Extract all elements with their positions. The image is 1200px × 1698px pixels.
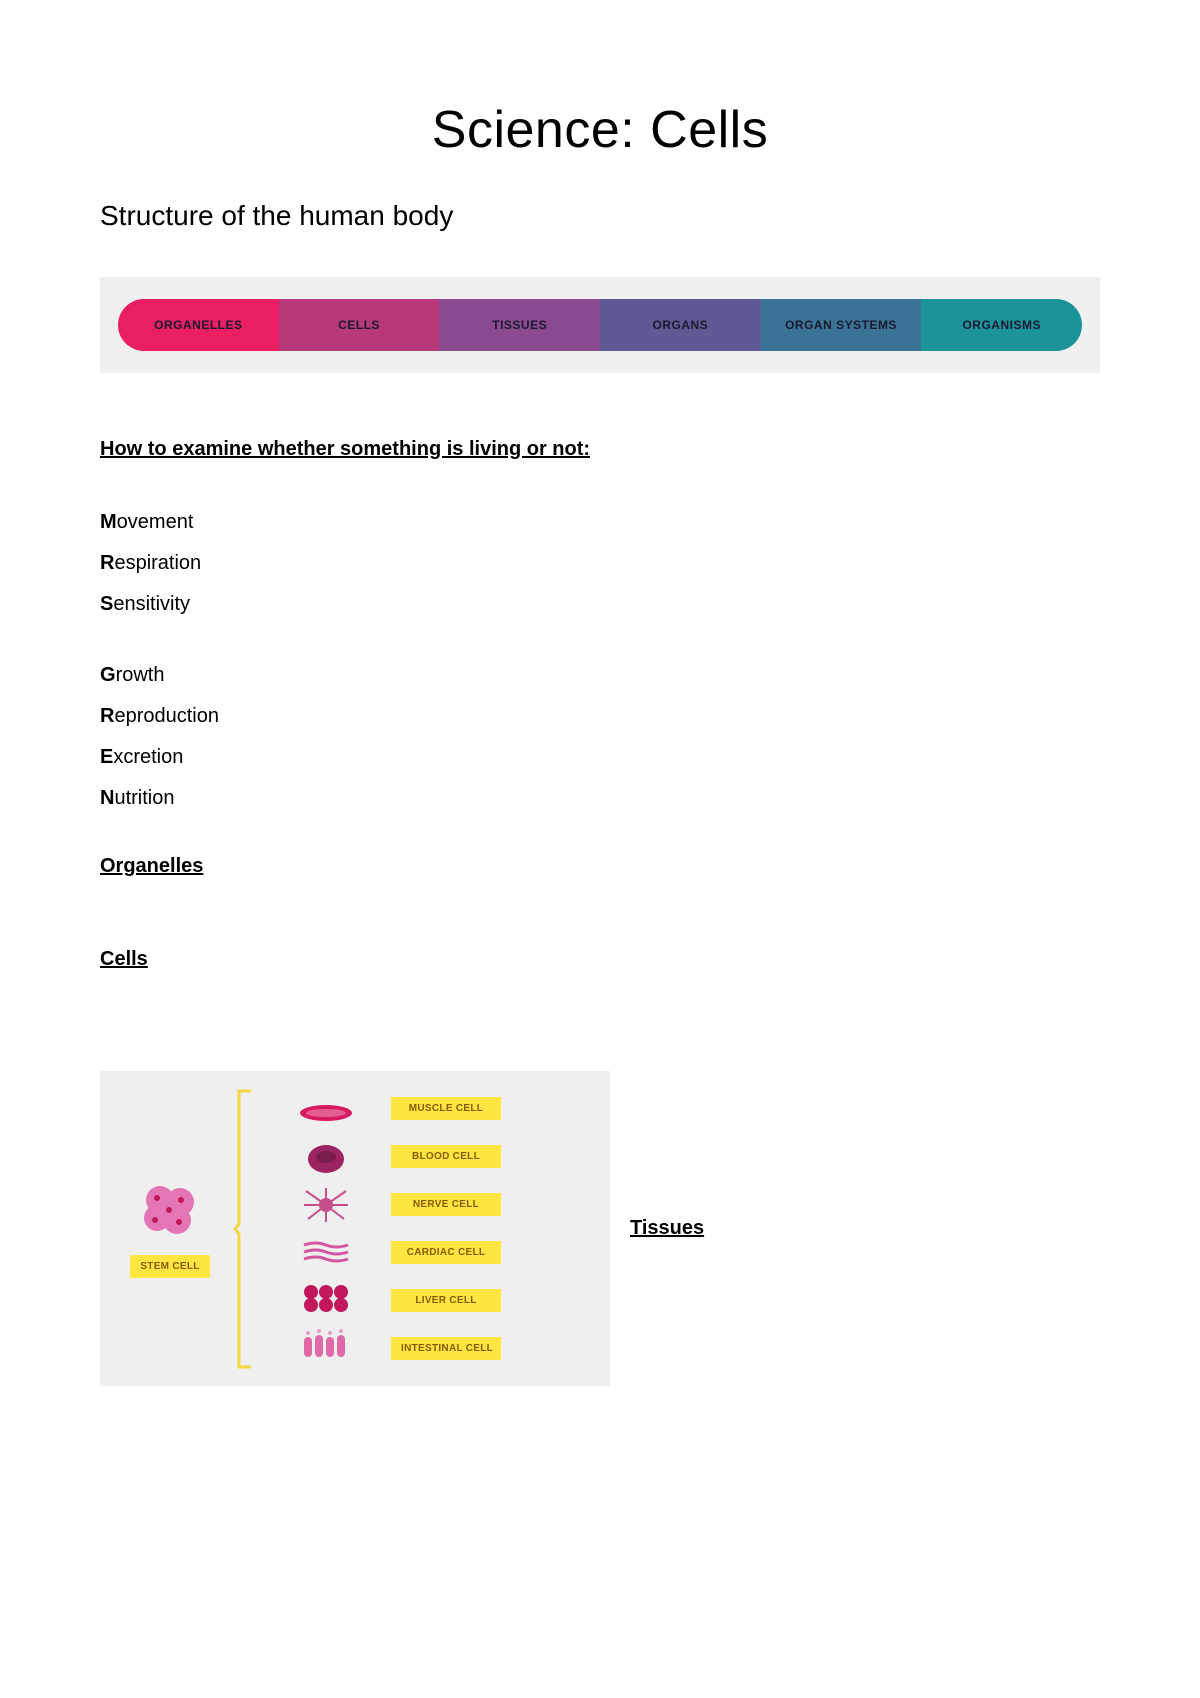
hierarchy-segment: TISSUES — [439, 299, 600, 351]
cell-type-label: LIVER CELL — [391, 1289, 501, 1312]
mrs-item: Reproduction — [100, 705, 1100, 728]
cell-type-icon — [296, 1233, 356, 1271]
cell-type-icon — [296, 1186, 356, 1224]
cell-type-label: MUSCLE CELL — [391, 1097, 501, 1120]
bracket-icon — [233, 1089, 253, 1369]
mrs-item: Sensitivity — [100, 593, 1100, 616]
mrs-item: Growth — [100, 664, 1100, 687]
cell-type-label: BLOOD CELL — [391, 1145, 501, 1168]
cell-type-label: CARDIAC CELL — [391, 1241, 501, 1264]
stem-cell-label: STEM CELL — [130, 1255, 209, 1278]
hierarchy-segment: CELLS — [279, 299, 440, 351]
cell-type-icon — [296, 1325, 356, 1363]
hierarchy-segment: ORGANELLES — [118, 299, 279, 351]
cells-row: STEM CELL MUSCLE CELL BLOOD CELL NERVE CEL… — [100, 1071, 1100, 1386]
hierarchy-pill-row: ORGANELLESCELLSTISSUESORGANSORGAN SYSTEM… — [118, 299, 1082, 351]
hierarchy-segment: ORGANISMS — [921, 299, 1082, 351]
mrs-item: Respiration — [100, 552, 1100, 575]
cell-type-icon — [296, 1140, 356, 1178]
mrs-item: Excretion — [100, 746, 1100, 769]
mrs-item: Movement — [100, 511, 1100, 534]
hierarchy-segment: ORGANS — [600, 299, 761, 351]
cell-type-icon — [296, 1094, 356, 1132]
examine-heading: How to examine whether something is livi… — [100, 438, 1100, 461]
cells-diagram: STEM CELL MUSCLE CELL BLOOD CELL NERVE CEL… — [100, 1071, 610, 1386]
stem-cell-column: STEM CELL — [115, 1180, 225, 1278]
mrs-item: Nutrition — [100, 787, 1100, 810]
stem-cell-icon — [135, 1180, 205, 1240]
cell-type-label: INTESTINAL CELL — [391, 1337, 501, 1360]
page-title: Science: Cells — [100, 100, 1100, 160]
cell-labels-column: MUSCLE CELL BLOOD CELL NERVE CELL CARDIAC C… — [391, 1089, 531, 1369]
hierarchy-segment: ORGAN SYSTEMS — [761, 299, 922, 351]
hierarchy-bar: ORGANELLESCELLSTISSUESORGANSORGAN SYSTEM… — [100, 277, 1100, 373]
mrs-green-list: Movement Respiration Sensitivity Growth Repr… — [100, 511, 1100, 810]
cell-type-label: NERVE CELL — [391, 1193, 501, 1216]
cells-heading: Cells — [100, 948, 1100, 971]
page-subtitle: Structure of the human body — [100, 200, 1100, 232]
cell-icons-column — [261, 1089, 391, 1369]
organelles-heading: Organelles — [100, 855, 1100, 878]
tissues-heading: Tissues — [630, 1217, 704, 1240]
cell-type-icon — [296, 1279, 356, 1317]
